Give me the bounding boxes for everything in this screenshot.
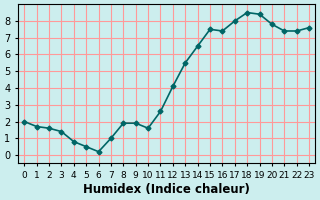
X-axis label: Humidex (Indice chaleur): Humidex (Indice chaleur) — [83, 183, 250, 196]
